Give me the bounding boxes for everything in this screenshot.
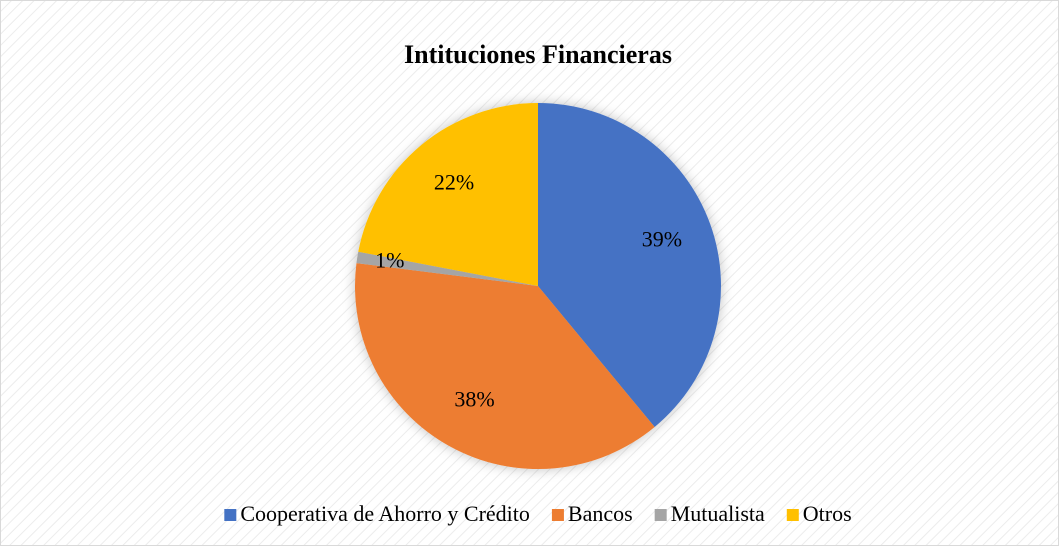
legend-swatch: [551, 509, 564, 521]
legend-swatch: [786, 509, 799, 521]
legend-label: Bancos: [568, 501, 633, 526]
pie: [355, 103, 722, 470]
pie-slice: [538, 103, 722, 428]
pie-slice: [358, 103, 538, 286]
pie-slice: [356, 251, 538, 286]
data-label: 39%: [642, 226, 682, 251]
pie-slice: [355, 263, 655, 470]
legend-swatch: [654, 509, 667, 521]
data-label: 1%: [375, 248, 404, 273]
legend-label: Otros: [803, 501, 852, 526]
data-label: 38%: [454, 387, 494, 412]
legend-swatch: [224, 509, 237, 521]
legend-label: Mutualista: [671, 501, 765, 526]
legend-label: Cooperativa de Ahorro y Crédito: [240, 501, 530, 526]
chart-title: Intituciones Financieras: [404, 40, 672, 69]
data-label: 22%: [434, 170, 474, 195]
